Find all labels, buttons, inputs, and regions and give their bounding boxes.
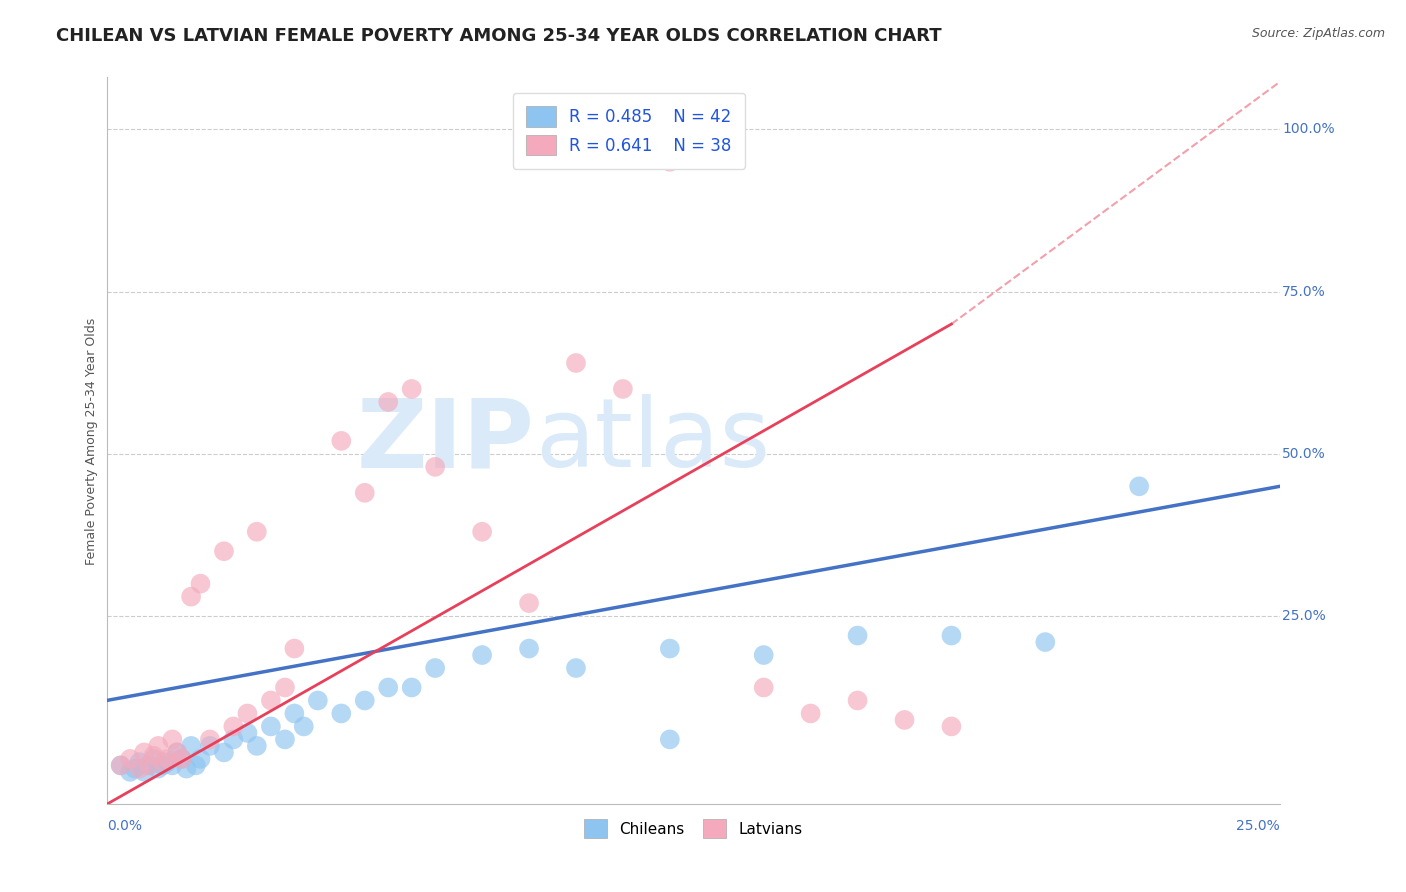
- Latvians: [148, 739, 170, 753]
- Chileans: [517, 641, 540, 656]
- Text: atlas: atlas: [534, 394, 770, 487]
- Chileans: [148, 762, 170, 776]
- Chileans: [846, 629, 869, 643]
- Latvians: [800, 706, 823, 721]
- Chileans: [658, 732, 681, 747]
- Text: Source: ZipAtlas.com: Source: ZipAtlas.com: [1251, 27, 1385, 40]
- Chileans: [166, 745, 188, 759]
- Chileans: [142, 752, 165, 766]
- Chileans: [274, 732, 297, 747]
- Latvians: [260, 693, 283, 707]
- Latvians: [401, 382, 423, 396]
- Latvians: [425, 459, 447, 474]
- Chileans: [1033, 635, 1056, 649]
- Chileans: [180, 739, 202, 753]
- Text: 0.0%: 0.0%: [107, 819, 142, 833]
- Chileans: [152, 758, 174, 772]
- Chileans: [565, 661, 588, 675]
- Chileans: [110, 758, 132, 772]
- Chileans: [330, 706, 353, 721]
- Chileans: [162, 758, 184, 772]
- Chileans: [138, 758, 160, 772]
- Chileans: [176, 762, 198, 776]
- Chileans: [1128, 479, 1150, 493]
- Latvians: [330, 434, 353, 448]
- Latvians: [612, 382, 634, 396]
- Text: 50.0%: 50.0%: [1282, 447, 1326, 461]
- Text: 100.0%: 100.0%: [1282, 122, 1334, 136]
- Chileans: [184, 758, 207, 772]
- Chileans: [128, 755, 150, 769]
- Chileans: [752, 648, 775, 662]
- Latvians: [706, 142, 728, 156]
- Text: 25.0%: 25.0%: [1236, 819, 1279, 833]
- Latvians: [170, 752, 193, 766]
- Chileans: [307, 693, 329, 707]
- Latvians: [166, 745, 188, 759]
- Chileans: [198, 739, 221, 753]
- Y-axis label: Female Poverty Among 25-34 Year Olds: Female Poverty Among 25-34 Year Olds: [86, 318, 98, 565]
- Latvians: [128, 762, 150, 776]
- Chileans: [283, 706, 305, 721]
- Latvians: [222, 719, 245, 733]
- Latvians: [274, 681, 297, 695]
- Latvians: [283, 641, 305, 656]
- Chileans: [212, 745, 235, 759]
- Latvians: [134, 745, 156, 759]
- Latvians: [236, 706, 259, 721]
- Latvians: [941, 719, 963, 733]
- Latvians: [212, 544, 235, 558]
- Legend: Chileans, Latvians: Chileans, Latvians: [578, 814, 808, 844]
- Latvians: [152, 755, 174, 769]
- Chileans: [222, 732, 245, 747]
- Latvians: [142, 748, 165, 763]
- Chileans: [120, 764, 142, 779]
- Chileans: [941, 629, 963, 643]
- Chileans: [471, 648, 494, 662]
- Chileans: [170, 752, 193, 766]
- Chileans: [401, 681, 423, 695]
- Latvians: [156, 752, 179, 766]
- Latvians: [752, 681, 775, 695]
- Latvians: [198, 732, 221, 747]
- Chileans: [260, 719, 283, 733]
- Chileans: [190, 752, 212, 766]
- Latvians: [846, 693, 869, 707]
- Text: ZIP: ZIP: [357, 394, 534, 487]
- Chileans: [156, 755, 179, 769]
- Latvians: [893, 713, 915, 727]
- Latvians: [377, 395, 399, 409]
- Chileans: [236, 726, 259, 740]
- Latvians: [180, 590, 202, 604]
- Chileans: [353, 693, 375, 707]
- Latvians: [658, 154, 681, 169]
- Latvians: [162, 732, 184, 747]
- Text: 25.0%: 25.0%: [1282, 609, 1326, 624]
- Latvians: [190, 576, 212, 591]
- Latvians: [120, 752, 142, 766]
- Chileans: [658, 641, 681, 656]
- Chileans: [425, 661, 447, 675]
- Chileans: [134, 764, 156, 779]
- Text: 75.0%: 75.0%: [1282, 285, 1326, 299]
- Latvians: [246, 524, 269, 539]
- Latvians: [471, 524, 494, 539]
- Text: CHILEAN VS LATVIAN FEMALE POVERTY AMONG 25-34 YEAR OLDS CORRELATION CHART: CHILEAN VS LATVIAN FEMALE POVERTY AMONG …: [56, 27, 942, 45]
- Latvians: [138, 758, 160, 772]
- Latvians: [110, 758, 132, 772]
- Chileans: [246, 739, 269, 753]
- Chileans: [124, 762, 146, 776]
- Chileans: [377, 681, 399, 695]
- Chileans: [292, 719, 315, 733]
- Latvians: [353, 485, 375, 500]
- Latvians: [565, 356, 588, 370]
- Latvians: [517, 596, 540, 610]
